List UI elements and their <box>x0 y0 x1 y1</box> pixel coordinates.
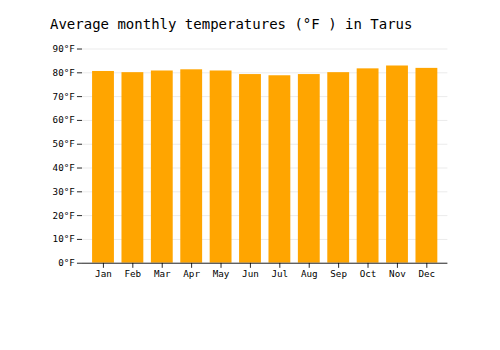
svg-text:40°F: 40°F <box>53 162 76 173</box>
svg-text:30°F: 30°F <box>53 186 76 197</box>
svg-text:Apr: Apr <box>183 268 200 279</box>
svg-text:20°F: 20°F <box>53 210 76 221</box>
svg-text:80°F: 80°F <box>53 67 76 78</box>
svg-text:Jan: Jan <box>95 268 112 279</box>
svg-text:Nov: Nov <box>389 268 406 279</box>
svg-text:Mar: Mar <box>154 268 171 279</box>
svg-text:90°F: 90°F <box>53 43 76 54</box>
svg-text:60°F: 60°F <box>53 114 76 125</box>
svg-text:Feb: Feb <box>124 268 141 279</box>
svg-text:70°F: 70°F <box>53 91 76 102</box>
svg-text:Jul: Jul <box>271 268 288 279</box>
svg-text:Jun: Jun <box>242 268 259 279</box>
svg-text:Sep: Sep <box>330 268 347 279</box>
html-text:Average monthly temperatures (: Average monthly temperatures (°F ) in Ta… <box>50 16 413 32</box>
svg-text:May: May <box>213 268 230 279</box>
svg-text:50°F: 50°F <box>53 138 76 149</box>
svg-text:Oct: Oct <box>360 268 377 279</box>
svg-text:0°F: 0°F <box>58 257 75 268</box>
svg-text:Dec: Dec <box>418 268 435 279</box>
svg-text:Aug: Aug <box>301 268 318 279</box>
svg-text:10°F: 10°F <box>53 233 76 244</box>
